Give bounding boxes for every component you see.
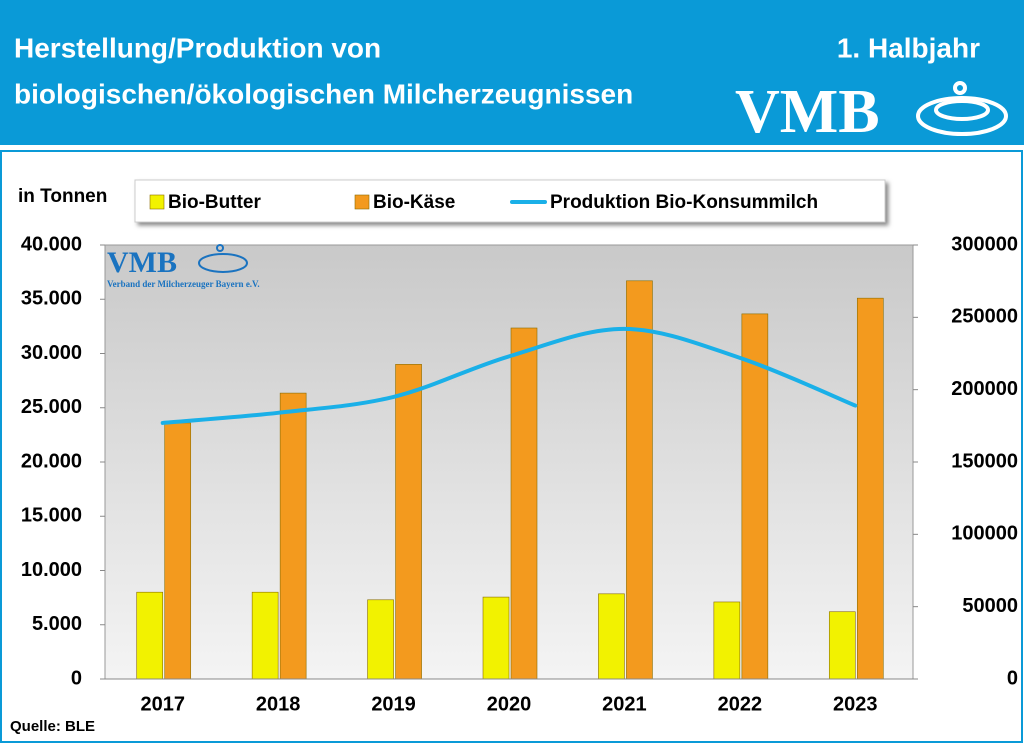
bar [828,611,856,680]
y-tick-label: 20.000 [21,450,82,472]
watermark-subtitle: Verband der Milcherzeuger Bayern e.V. [107,279,260,289]
y-tick-label: 0 [71,667,82,689]
y-tick-label: 5.000 [32,613,82,635]
legend-swatch [354,194,370,210]
chart-frame [0,150,1023,743]
period: 1. Halbjahr [837,32,980,63]
y-tick-label: 40.000 [21,233,82,255]
bar [164,422,192,680]
legend-label: Bio-Käse [373,192,455,213]
y2-tick-label: 50000 [962,595,1018,617]
x-tick-label: 2018 [256,693,301,715]
y-axis-label: in Tonnen [18,186,107,207]
y-tick-label: 15.000 [21,505,82,527]
bar [510,327,538,680]
y2-tick-label: 0 [1007,667,1018,689]
bar [136,591,164,680]
header-band [0,0,1024,145]
y2-tick-label: 250000 [951,306,1018,328]
bar [713,601,741,680]
bar [279,392,307,680]
title-line-2: biologischen/ökologischen Milcherzeugnis… [14,78,633,109]
legend-label: Produktion Bio-Konsummilch [550,192,818,213]
y2-tick-label: 300000 [951,233,1018,255]
watermark-swirl [198,244,248,273]
title-line-1: Herstellung/Produktion von [14,32,381,63]
bar [856,297,884,680]
legend-box [134,179,886,223]
source: Quelle: BLE [10,718,95,735]
line [160,326,858,425]
x-tick-label: 2019 [371,693,416,715]
bar [741,313,769,680]
watermark-logo: VMB [107,246,177,279]
bar [367,599,394,680]
bar [251,591,279,680]
x-tick-label: 2020 [487,693,532,715]
bar [598,593,625,680]
y2-tick-label: 200000 [951,378,1018,400]
bar [395,364,422,680]
y-tick-label: 30.000 [21,342,82,364]
x-tick-label: 2022 [718,693,763,715]
bar [626,280,653,680]
y-tick-label: 25.000 [21,396,82,418]
bar [482,596,510,680]
y2-tick-label: 150000 [951,450,1018,472]
x-tick-label: 2021 [602,693,647,715]
x-tick-label: 2023 [833,693,878,715]
legend-swatch [149,194,165,210]
header-logo: VMB [735,78,880,146]
y-tick-label: 35.000 [21,288,82,310]
x-tick-label: 2017 [140,693,185,715]
legend-label: Bio-Butter [168,192,261,213]
logo-swirl [916,81,1008,136]
y2-tick-label: 100000 [951,523,1018,545]
y-tick-label: 10.000 [21,559,82,581]
